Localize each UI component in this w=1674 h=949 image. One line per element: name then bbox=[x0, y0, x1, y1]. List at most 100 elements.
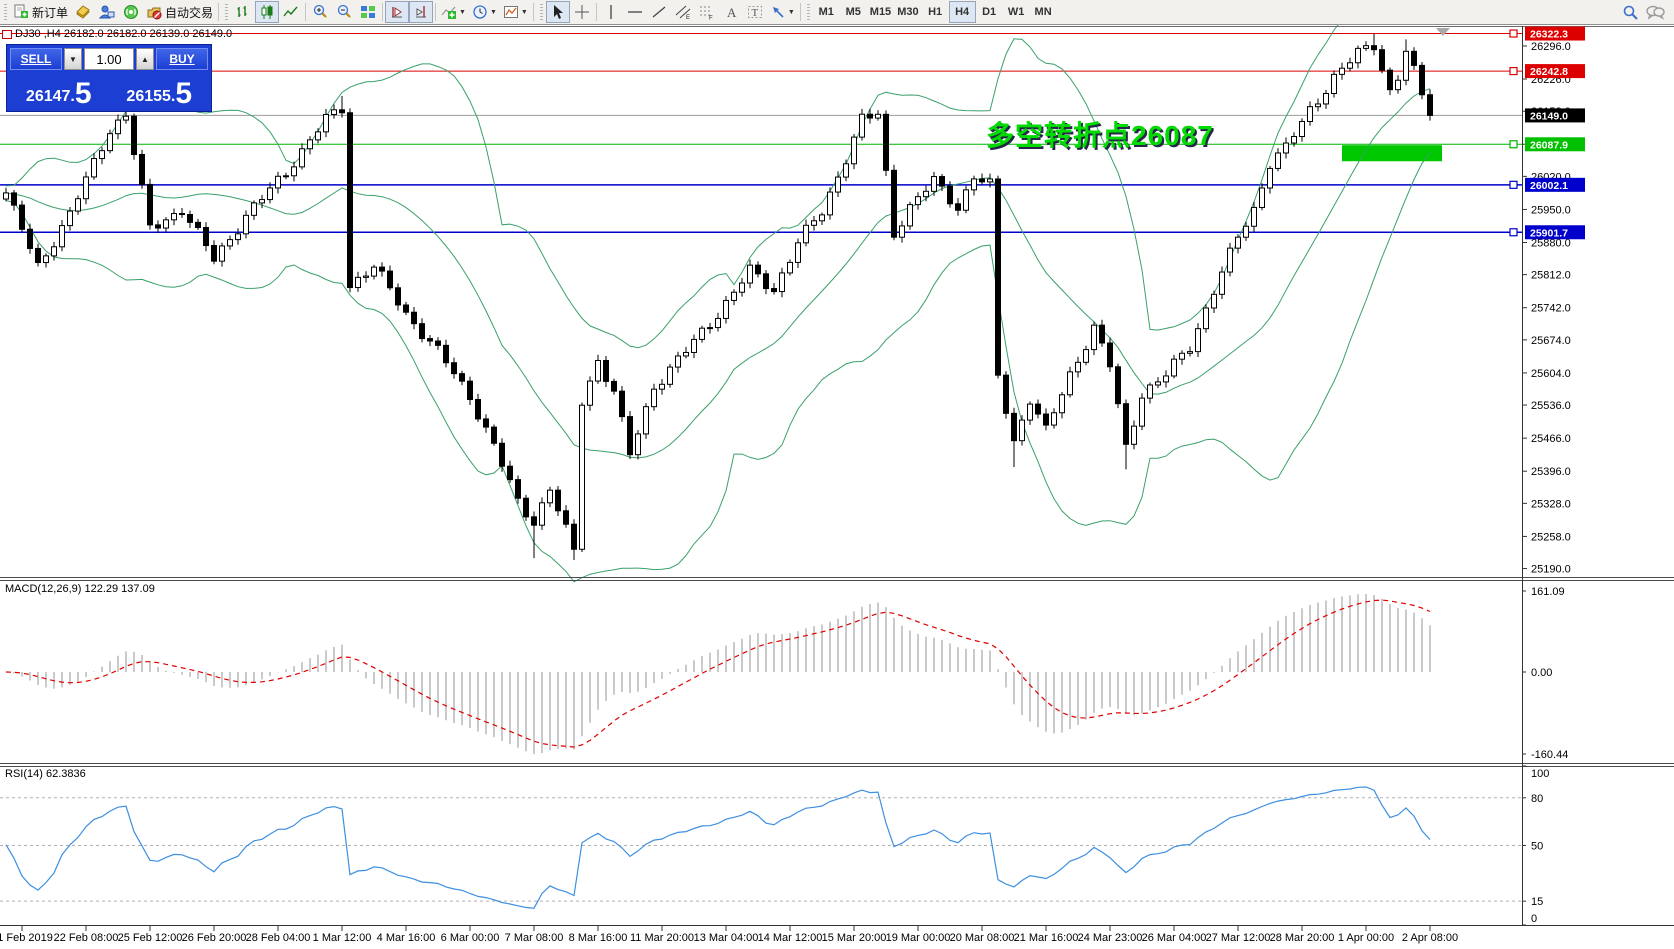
chevron-down-icon: ▼ bbox=[520, 8, 528, 16]
volume-input[interactable] bbox=[84, 48, 134, 70]
tf-button-m1[interactable]: M1 bbox=[818, 6, 834, 18]
sell-price-decimal: 5 bbox=[74, 77, 92, 110]
svg-text:8 Mar 16:00: 8 Mar 16:00 bbox=[569, 932, 628, 944]
subwindow-marker-icon[interactable] bbox=[2, 30, 12, 39]
chart-shift-icon bbox=[413, 4, 429, 20]
tf-button-m30[interactable]: M30 bbox=[897, 6, 919, 18]
svg-text:25674.0: 25674.0 bbox=[1531, 335, 1571, 347]
text-button[interactable]: A bbox=[719, 1, 743, 23]
line-chart-button[interactable] bbox=[279, 1, 303, 23]
equidistant-channel-icon: E bbox=[675, 4, 691, 20]
svg-text:28 Feb 04:00: 28 Feb 04:00 bbox=[246, 932, 311, 944]
buy-button[interactable]: BUY bbox=[156, 48, 208, 70]
toolbar-separator bbox=[435, 3, 437, 21]
new-order-button[interactable]: 新订单 bbox=[10, 1, 71, 23]
indicators-icon bbox=[441, 4, 457, 20]
horizontal-line-icon bbox=[627, 4, 643, 20]
chat-button[interactable] bbox=[1642, 1, 1668, 23]
chevron-down-icon: ▼ bbox=[787, 8, 795, 16]
svg-text:25190.0: 25190.0 bbox=[1531, 564, 1571, 576]
equidistant-channel-button[interactable]: E bbox=[671, 1, 695, 23]
zoom-out-icon bbox=[336, 4, 352, 20]
community-icon bbox=[99, 4, 115, 20]
crosshair-button[interactable] bbox=[570, 1, 594, 23]
tf-button-m15[interactable]: M15 bbox=[869, 6, 892, 18]
sell-price-dot: . bbox=[70, 88, 75, 105]
toolbar-grip bbox=[539, 4, 543, 20]
svg-text:4 Mar 16:00: 4 Mar 16:00 bbox=[377, 932, 436, 944]
triangle-down-icon: ▼ bbox=[69, 54, 77, 64]
svg-text:161.09: 161.09 bbox=[1531, 586, 1565, 598]
fibonacci-button[interactable]: F bbox=[695, 1, 719, 23]
svg-text:T: T bbox=[751, 7, 758, 19]
vertical-line-button[interactable] bbox=[599, 1, 623, 23]
cursor-button[interactable] bbox=[545, 1, 570, 23]
svg-text:20 Mar 08:00: 20 Mar 08:00 bbox=[950, 932, 1015, 944]
rsi-indicator-label: RSI(14) 62.3836 bbox=[5, 768, 86, 780]
svg-text:6 Mar 00:00: 6 Mar 00:00 bbox=[441, 932, 500, 944]
tf-button-mn[interactable]: MN bbox=[1034, 6, 1052, 18]
volume-increase-button[interactable]: ▲ bbox=[136, 48, 154, 70]
one-click-trading-panel: SELL ▼ ▲ BUY 26147.5 26155.5 bbox=[6, 44, 212, 112]
text-label-button[interactable]: T bbox=[743, 1, 767, 23]
bar-chart-icon bbox=[235, 4, 251, 20]
vertical-line-icon bbox=[603, 4, 619, 20]
chart-shift-button[interactable] bbox=[409, 1, 434, 23]
cursor-icon bbox=[550, 4, 566, 20]
svg-text:100: 100 bbox=[1531, 768, 1549, 780]
tf-button-w1[interactable]: W1 bbox=[1007, 6, 1025, 18]
periods-button[interactable]: ▼ bbox=[469, 1, 500, 23]
search-button[interactable] bbox=[1618, 1, 1642, 23]
toolbar-grip bbox=[225, 4, 229, 20]
tf-button-m5[interactable]: M5 bbox=[845, 6, 861, 18]
fibonacci-icon: F bbox=[699, 4, 715, 20]
buy-price[interactable]: 26155. 5 bbox=[111, 73, 209, 109]
clock-icon bbox=[472, 4, 488, 20]
auto-scroll-button[interactable] bbox=[385, 1, 410, 23]
macd-values: 122.29 137.09 bbox=[84, 583, 155, 595]
svg-text:F: F bbox=[709, 16, 713, 21]
indicators-button[interactable]: ▼ bbox=[438, 1, 469, 23]
arrows-button[interactable]: ▼ bbox=[767, 1, 798, 23]
rsi-name: RSI(14) bbox=[5, 768, 43, 780]
buy-price-dot: . bbox=[170, 88, 176, 105]
svg-text:28 Mar 20:00: 28 Mar 20:00 bbox=[1270, 932, 1335, 944]
svg-text:19 Mar 00:00: 19 Mar 00:00 bbox=[886, 932, 951, 944]
svg-text:25466.0: 25466.0 bbox=[1531, 433, 1571, 445]
news-button[interactable] bbox=[119, 1, 143, 23]
autotrading-button[interactable]: 自动交易 bbox=[143, 1, 216, 23]
svg-text:25 Feb 12:00: 25 Feb 12:00 bbox=[118, 932, 183, 944]
svg-text:25536.0: 25536.0 bbox=[1531, 400, 1571, 412]
tf-button-d1[interactable]: D1 bbox=[982, 6, 997, 18]
svg-text:2 Apr 08:00: 2 Apr 08:00 bbox=[1402, 932, 1458, 944]
sell-button[interactable]: SELL bbox=[10, 48, 62, 70]
market-watch-button[interactable] bbox=[71, 1, 95, 23]
svg-text:0.00: 0.00 bbox=[1531, 667, 1552, 679]
toolbar-separator bbox=[218, 3, 220, 21]
bar-chart-button[interactable] bbox=[231, 1, 255, 23]
tf-button-h4[interactable]: H4 bbox=[948, 1, 976, 23]
community-button[interactable] bbox=[95, 1, 119, 23]
volume-decrease-button[interactable]: ▼ bbox=[64, 48, 82, 70]
chevron-down-icon: ▼ bbox=[459, 8, 466, 16]
news-icon bbox=[123, 4, 139, 20]
zoom-in-button[interactable] bbox=[308, 1, 332, 23]
zoom-out-button[interactable] bbox=[332, 1, 356, 23]
tile-windows-button[interactable] bbox=[356, 1, 380, 23]
toolbar-separator bbox=[799, 3, 801, 21]
rsi-value: 62.3836 bbox=[45, 768, 86, 780]
templates-button[interactable]: ▼ bbox=[500, 1, 531, 23]
trendline-button[interactable] bbox=[647, 1, 671, 23]
tf-button-h1[interactable]: H1 bbox=[928, 6, 943, 18]
sell-price[interactable]: 26147. 5 bbox=[10, 73, 108, 110]
auto-scroll-icon bbox=[389, 4, 405, 20]
candlestick-chart-button[interactable] bbox=[255, 1, 280, 23]
svg-text:25742.0: 25742.0 bbox=[1531, 303, 1571, 315]
horizontal-line-button[interactable] bbox=[623, 1, 647, 23]
autotrading-icon bbox=[146, 4, 162, 20]
svg-text:15 Mar 20:00: 15 Mar 20:00 bbox=[822, 932, 887, 944]
chat-icon bbox=[1645, 4, 1665, 21]
toolbar-grip bbox=[4, 4, 7, 20]
toolbar-separator bbox=[595, 3, 597, 21]
